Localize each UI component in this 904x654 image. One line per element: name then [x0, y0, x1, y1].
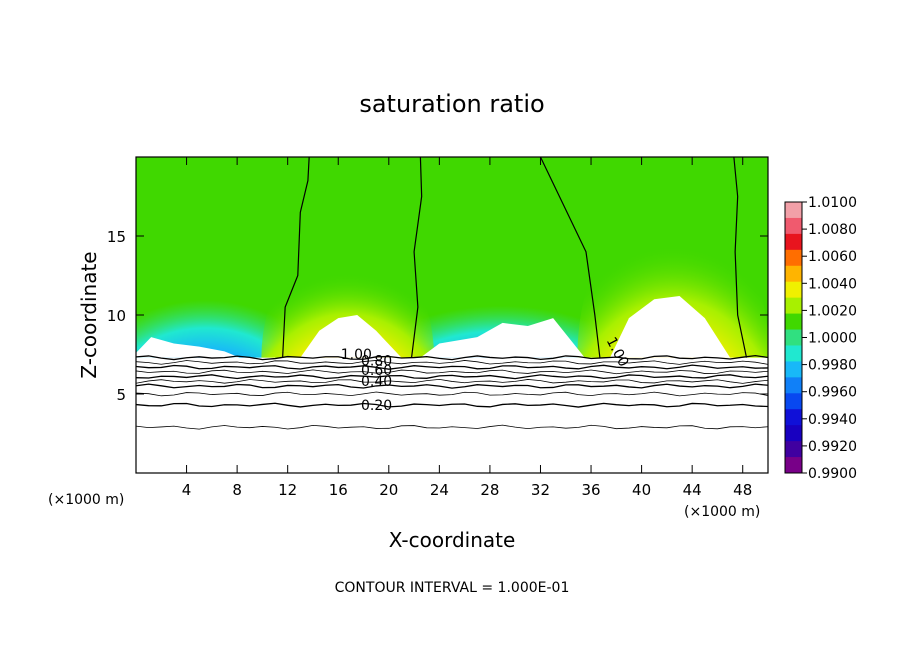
contour-vertical-3	[539, 156, 601, 358]
y-axis-title: Z-coordinate	[77, 251, 101, 378]
y-tick-label-15: 15	[107, 228, 126, 246]
x-axis-unit: (×1000 m)	[48, 492, 124, 508]
unsaturated-bump-4	[610, 296, 731, 358]
colorbar-label-4: 1.0040	[808, 276, 857, 292]
colorbar-swatch-2	[785, 217, 802, 235]
colorbar-label-8: 0.9960	[808, 385, 857, 401]
x-tick-label-36: 36	[581, 481, 600, 499]
contour-level-0-1	[135, 424, 769, 430]
contour-label-2: 0.80	[361, 354, 392, 370]
colorbar-swatch-12	[785, 377, 802, 394]
contour-label-5: 0.20	[361, 398, 392, 414]
contour-level-0-7	[135, 369, 769, 375]
colorbar-label-9: 0.9940	[808, 412, 857, 428]
colorbar-swatch-6	[785, 281, 802, 299]
unsaturated-bump-1	[136, 337, 240, 358]
colorbar-swatch-10	[785, 345, 802, 362]
colorbar-swatch-17	[785, 457, 802, 474]
contour-level-0-4	[135, 383, 769, 389]
x-tick-label-12: 12	[278, 481, 297, 499]
colorbar-swatch-11	[785, 361, 802, 378]
y-tick-label-10: 10	[107, 307, 126, 325]
colorbar-swatch-9	[785, 329, 802, 346]
contour-vertical-1	[282, 156, 310, 358]
colorbar-swatch-4	[785, 249, 802, 267]
colorbar-label-6: 1.0000	[808, 331, 857, 347]
colorbar-swatch-8	[785, 313, 802, 331]
colorbar-swatch-7	[785, 297, 802, 315]
contour-label-4: 0.40	[361, 374, 392, 390]
colorbar-swatch-5	[785, 265, 802, 283]
x-axis-title: X-coordinate	[389, 528, 516, 552]
x-tick-label-28: 28	[480, 481, 499, 499]
colorbar-swatch-13	[785, 393, 802, 410]
x-tick-label-32: 32	[531, 481, 550, 499]
unsaturated-bump-3	[420, 318, 585, 358]
colorbar-swatch-15	[785, 425, 802, 442]
contour-vertical-4	[733, 156, 748, 358]
x-tick-label-44: 44	[683, 481, 702, 499]
y-tick-label-5: 5	[116, 386, 126, 404]
contour-label-3: 0.60	[361, 363, 392, 379]
x-tick-label-4: 4	[182, 481, 192, 499]
x-tick-label-20: 20	[379, 481, 398, 499]
x-tick-label-16: 16	[329, 481, 348, 499]
y-axis-unit: (×1000 m)	[684, 504, 760, 520]
contour-interval-note: CONTOUR INTERVAL = 1.000E-01	[335, 580, 570, 596]
contour-lines	[135, 156, 769, 430]
x-axis-ticks: 4 8 12 16 20 24 28 32 36 40 44 48	[182, 157, 752, 499]
colorbar-label-3: 1.0060	[808, 249, 857, 265]
contour-vertical-2	[410, 156, 423, 358]
colorbar-label-10: 0.9920	[808, 439, 857, 455]
colorbar-label-1: 1.0100	[808, 195, 857, 211]
x-tick-label-40: 40	[632, 481, 651, 499]
colorbar-label-2: 1.0080	[808, 222, 857, 238]
colorbar-swatch-1	[785, 202, 802, 219]
colorbar-swatch-16	[785, 441, 802, 458]
colorbar: 1.0100 1.0080 1.0060 1.0040 1.0020 1.0000 0.99…	[784, 195, 857, 482]
x-tick-label-48: 48	[733, 481, 752, 499]
contour-level-0-6	[135, 374, 769, 380]
y-axis-ticks: 5 10 15	[107, 228, 768, 404]
contour-level-0-8	[135, 364, 769, 370]
colorbar-label-7: 0.9980	[808, 358, 857, 374]
colorbar-swatch-3	[785, 233, 802, 251]
contour-level-0-9	[135, 360, 769, 365]
colorbar-swatch-14	[785, 409, 802, 426]
colorbar-label-11: 0.9900	[808, 466, 857, 482]
chart-title: saturation ratio	[359, 90, 544, 118]
unsaturated-bump-2	[300, 315, 402, 358]
contour-level-0-5	[135, 378, 769, 384]
color-field	[136, 157, 768, 473]
x-tick-label-24: 24	[430, 481, 449, 499]
contour-level-0-3	[135, 391, 769, 397]
contour-level-0-2	[135, 402, 769, 408]
x-tick-label-8: 8	[232, 481, 242, 499]
contour-label-1: 1.00	[341, 347, 372, 363]
colorbar-label-5: 1.0020	[808, 303, 857, 319]
contour-level-1	[135, 354, 769, 361]
